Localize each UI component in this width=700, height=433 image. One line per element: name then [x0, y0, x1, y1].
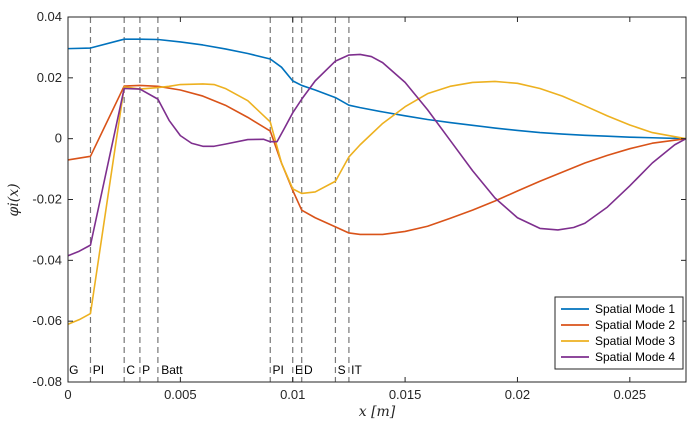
- y-axis-label: φi(x): [6, 183, 22, 216]
- x-tick-label: 0.005: [164, 387, 197, 402]
- x-axis: 0 0.005 0.01 0.015 0.02 0.025: [64, 17, 646, 402]
- region-label: S: [338, 363, 346, 377]
- y-tick-label: 0.04: [37, 9, 62, 24]
- series-line-mode-3: [67, 80, 687, 325]
- legend: Spatial Mode 1 Spatial Mode 2 Spatial Mode…: [554, 296, 684, 370]
- region-label: IT: [351, 363, 362, 377]
- region-label: Batt: [161, 363, 183, 377]
- y-tick-label: -0.08: [32, 374, 62, 389]
- legend-entry: Spatial Mode 1: [595, 302, 675, 316]
- x-tick-label: 0.025: [614, 387, 647, 402]
- region-label: PI: [273, 363, 284, 377]
- x-tick-label: 0: [64, 387, 71, 402]
- legend-entry: Spatial Mode 2: [595, 318, 675, 332]
- y-tick-label: -0.04: [32, 252, 62, 267]
- x-tick-label: 0.015: [389, 387, 422, 402]
- y-tick-label: -0.06: [32, 313, 62, 328]
- y-tick-label: -0.02: [32, 192, 62, 207]
- series-line-mode-4: [67, 53, 687, 257]
- series-line-mode-2: [67, 84, 687, 236]
- region-label: PI: [93, 363, 104, 377]
- legend-entry: Spatial Mode 4: [595, 350, 675, 364]
- y-tick-label: 0.02: [37, 70, 62, 85]
- region-label: E: [295, 363, 303, 377]
- region-boundaries: G PI C P Batt PI E D S IT: [69, 17, 362, 382]
- series-lines: [67, 38, 687, 325]
- region-label: D: [304, 363, 313, 377]
- region-label: G: [69, 363, 78, 377]
- region-label: C: [126, 363, 135, 377]
- x-tick-label: 0.01: [280, 387, 305, 402]
- x-axis-label: x [m]: [359, 404, 396, 420]
- y-tick-label: 0: [55, 131, 62, 146]
- x-tick-label: 0.02: [505, 387, 530, 402]
- legend-entry: Spatial Mode 3: [595, 334, 675, 348]
- series-line-mode-1: [67, 38, 687, 140]
- y-axis: -0.08 -0.06 -0.04 -0.02 0 0.02 0.04: [32, 9, 686, 389]
- region-label: P: [142, 363, 150, 377]
